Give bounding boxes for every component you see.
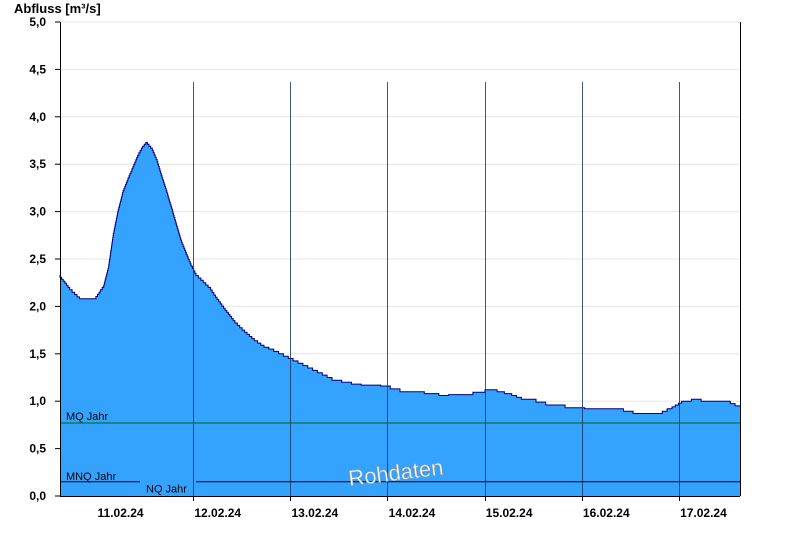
- nq-label: NQ Jahr: [146, 483, 187, 495]
- y-tick-label: 1,0: [29, 394, 46, 408]
- day-separator-lines: [193, 82, 680, 496]
- x-tick-label: 13.02.24: [291, 506, 338, 520]
- y-axis-title: Abfluss [m³/s]: [14, 1, 101, 16]
- y-tick-label: 2,0: [29, 299, 46, 313]
- x-tick-label: 12.02.24: [194, 506, 241, 520]
- discharge-line: [59, 141, 740, 414]
- x-tick-label: 17.02.24: [680, 506, 727, 520]
- y-tick-label: 5,0: [29, 15, 46, 29]
- y-tick-label: 2,5: [29, 252, 46, 266]
- mnq-label: MNQ Jahr: [66, 471, 116, 483]
- axes: [60, 22, 741, 497]
- y-tick-label: 3,5: [29, 157, 46, 171]
- y-tick-label: 4,5: [29, 62, 46, 76]
- y-tick-labels: 0,0 0,5 1,0 1,5 2,0 2,5 3,0 3,5 4,0 4,5 5,0: [29, 15, 60, 503]
- y-tick-label: 4,0: [29, 110, 46, 124]
- y-tick-label: 0,0: [29, 489, 46, 503]
- x-tick-label: 16.02.24: [583, 506, 630, 520]
- y-tick-label: 1,5: [29, 347, 46, 361]
- y-tick-label: 3,0: [29, 205, 46, 219]
- discharge-area: [60, 142, 740, 496]
- x-tick-label: 15.02.24: [486, 506, 533, 520]
- x-tick-label: 11.02.24: [98, 506, 144, 520]
- y-tick-label: 0,5: [29, 442, 46, 456]
- x-tick-labels: 11.02.24 12.02.24 13.02.24 14.02.24 15.02.24…: [98, 496, 727, 520]
- mq-label: MQ Jahr: [66, 411, 109, 423]
- reference-lines: MQ Jahr MNQ Jahr NQ Jahr: [60, 411, 740, 495]
- x-tick-label: 14.02.24: [389, 506, 436, 520]
- area-layer: [59, 141, 740, 496]
